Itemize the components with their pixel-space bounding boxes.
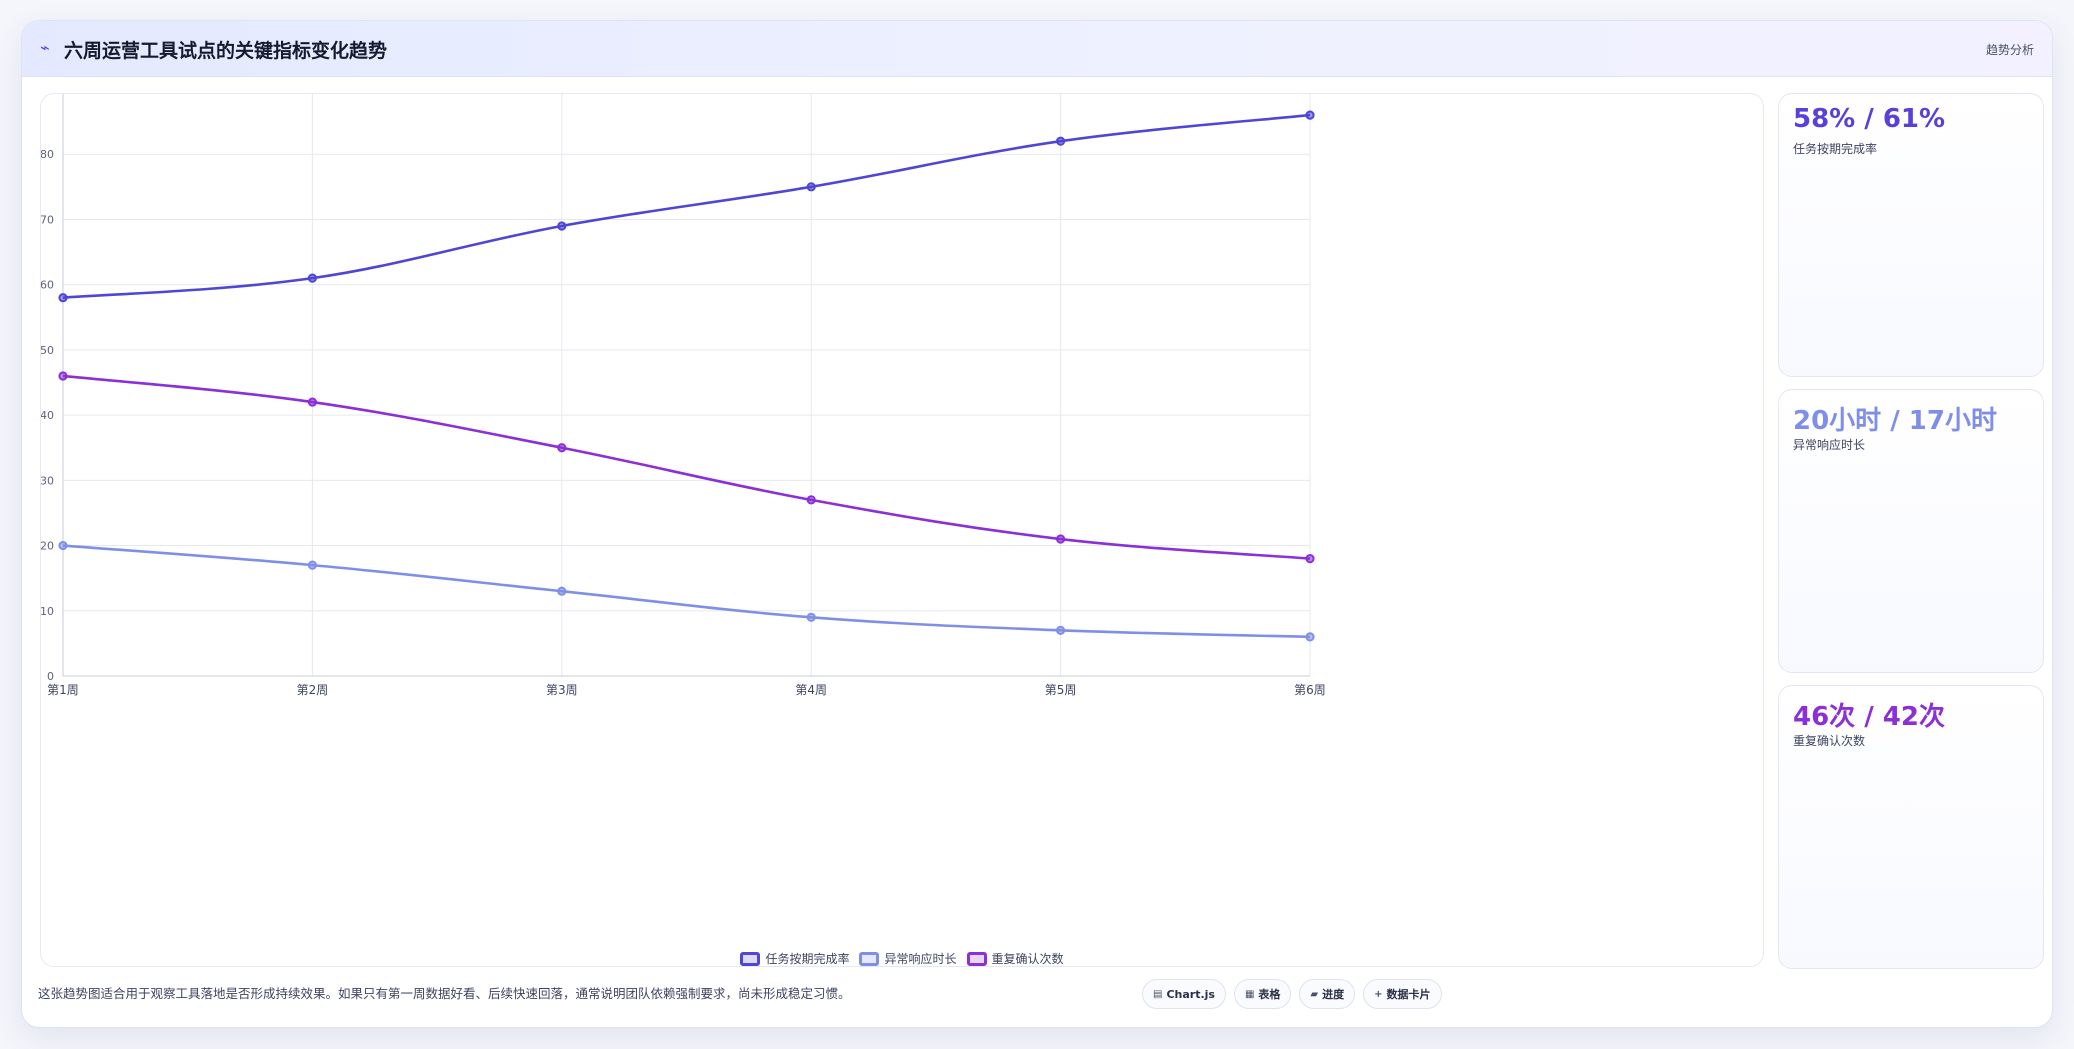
y-tick-label: 70 — [41, 213, 54, 226]
legend-swatch — [966, 951, 987, 966]
y-tick-label: 20 — [41, 540, 54, 553]
data-point — [806, 612, 816, 622]
y-tick-label: 10 — [41, 605, 54, 618]
chip-data-card[interactable]: + 数据卡片 — [1363, 979, 1442, 1009]
data-point — [1056, 136, 1066, 146]
y-tick-label: 40 — [41, 409, 54, 422]
chip-label: 数据卡片 — [1386, 988, 1431, 1001]
data-point — [1305, 554, 1315, 564]
data-point — [1305, 110, 1315, 120]
chip-chartjs[interactable]: ▤ Chart.js — [1142, 979, 1226, 1009]
chip-label: Chart.js — [1166, 987, 1215, 1001]
legend-label: 任务按期完成率 — [765, 952, 850, 966]
stat-label: 任务按期完成率 — [1793, 142, 1878, 156]
stat-label: 异常响应时长 — [1793, 438, 1866, 452]
x-tick-label: 第4周 — [795, 683, 827, 697]
data-point — [1056, 625, 1066, 635]
y-tick-label: 50 — [41, 344, 54, 357]
stat-value: 58% / 61% — [1793, 104, 1946, 134]
data-point — [1305, 632, 1315, 642]
legend-label: 异常响应时长 — [884, 952, 957, 966]
data-point — [557, 586, 567, 596]
x-tick-label: 第1周 — [47, 683, 79, 697]
data-point — [1056, 534, 1066, 544]
legend-item[interactable]: 重复确认次数 — [966, 950, 1064, 967]
x-tick-label: 第5周 — [1045, 683, 1077, 697]
stat-label: 重复确认次数 — [1793, 734, 1866, 748]
line-chart: 0 10 20 30 40 50 60 70 80 90 第1周 第2周 第3周 第4周 第5周 第6周 任务… — [40, 93, 1764, 967]
chart-canvas: 0 10 20 30 40 50 60 70 80 90 第1周 第2周 第3周 第4周 第5周 第6周 — [41, 94, 1326, 697]
stat-value: 46次 / 42次 — [1793, 702, 1945, 732]
sparkline-icon: ⌁ — [40, 38, 50, 57]
data-point — [806, 495, 816, 505]
progress-icon: ▰ — [1310, 988, 1319, 1000]
stat-card-response: 20小时 / 17小时 异常响应时长 — [1778, 389, 2044, 673]
stat-card-confirm: 46次 / 42次 重复确认次数 — [1778, 685, 2044, 969]
data-point — [557, 443, 567, 453]
chart-icon: ▤ — [1153, 988, 1163, 1000]
data-point — [307, 273, 317, 283]
x-tick-label: 第3周 — [546, 683, 578, 697]
chip-label: 表格 — [1258, 988, 1281, 1001]
y-tick-label: 60 — [41, 279, 54, 292]
legend-label: 重复确认次数 — [991, 952, 1064, 966]
chart-legend: 任务按期完成率 异常响应时长 重复确认次数 — [41, 950, 1763, 967]
trend-analysis-tag[interactable]: 趋势分析 — [1985, 43, 2034, 57]
data-point — [307, 560, 317, 570]
chip-progress[interactable]: ▰ 进度 — [1299, 979, 1356, 1009]
chip-label: 进度 — [1322, 988, 1345, 1001]
data-point — [806, 182, 816, 192]
stat-card-completion: 58% / 61% 任务按期完成率 — [1778, 93, 2044, 377]
y-tick-label: 80 — [41, 148, 54, 161]
data-point — [557, 221, 567, 231]
legend-swatch — [740, 951, 761, 966]
y-tick-label: 0 — [47, 670, 54, 683]
y-tick-label: 30 — [41, 474, 54, 487]
legend-item[interactable]: 异常响应时长 — [859, 950, 957, 967]
chip-table[interactable]: ▦ 表格 — [1233, 979, 1292, 1009]
table-icon: ▦ — [1244, 988, 1255, 1000]
legend-item[interactable]: 任务按期完成率 — [740, 950, 849, 967]
data-point — [307, 397, 317, 407]
chip-bar: ▤ Chart.js ▦ 表格 ▰ 进度 + 数据卡片 — [1142, 979, 1442, 1009]
stat-value: 20小时 / 17小时 — [1793, 406, 1997, 436]
legend-swatch — [859, 951, 880, 966]
series-line-1 — [62, 113, 1311, 300]
series-line-2 — [62, 544, 1311, 639]
y-tick-label: 90 — [41, 94, 54, 96]
page-title: 六周运营工具试点的关键指标变化趋势 — [64, 40, 388, 62]
x-tick-label: 第6周 — [1294, 683, 1326, 697]
card-header: ⌁ 六周运营工具试点的关键指标变化趋势 趋势分析 — [22, 21, 2052, 77]
data-point — [58, 371, 68, 381]
data-point — [58, 540, 68, 551]
data-point — [58, 293, 68, 303]
series-line-3 — [62, 374, 1311, 560]
plus-icon: + — [1374, 988, 1383, 1000]
chart-note: 这张趋势图适合用于观察工具落地是否形成持续效果。如果只有第一周数据好看、后续快速… — [38, 986, 851, 1001]
x-tick-label: 第2周 — [297, 683, 329, 697]
chart-card: ⌁ 六周运营工具试点的关键指标变化趋势 趋势分析 0 10 20 30 40 50 60 70… — [21, 20, 2053, 1028]
